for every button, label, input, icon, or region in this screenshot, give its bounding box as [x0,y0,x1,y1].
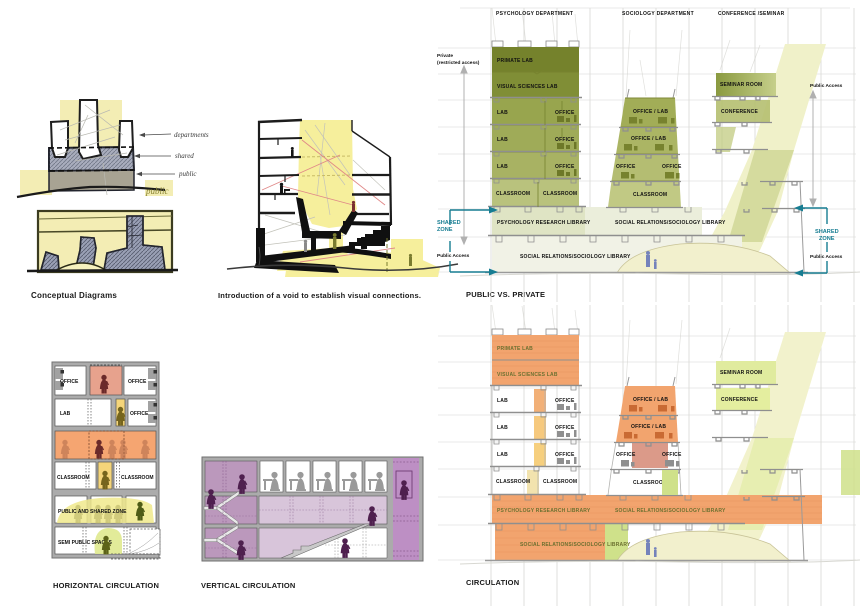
svg-text:LAB: LAB [497,137,508,143]
svg-text:OFFICE: OFFICE [662,164,682,170]
svg-text:SOCIOLOGY DEPARTMENT: SOCIOLOGY DEPARTMENT [622,11,694,17]
svg-text:OFFICE: OFFICE [555,452,575,458]
svg-text:OFFICE / LAB: OFFICE / LAB [631,424,666,430]
svg-text:Private: Private [437,53,453,59]
svg-text:OFFICE / LAB: OFFICE / LAB [633,397,668,403]
svg-text:CONFERENCE: CONFERENCE [721,397,758,403]
svg-text:VISUAL SCIENCES LAB: VISUAL SCIENCES LAB [497,84,558,90]
svg-text:ZONE: ZONE [437,227,453,233]
svg-text:OFFICE: OFFICE [555,398,575,404]
svg-text:LAB: LAB [497,425,508,431]
svg-text:SEMINAR ROOM: SEMINAR ROOM [720,82,762,88]
svg-text:PRIMATE LAB: PRIMATE LAB [497,346,533,352]
svg-text:OFFICE: OFFICE [616,452,636,458]
svg-text:SHARED: SHARED [437,220,461,226]
svg-text:PSYCHOLOGY RESEARCH LIBRARY: PSYCHOLOGY RESEARCH LIBRARY [497,508,591,514]
svg-text:PSYCHOLOGY DEPARTMENT: PSYCHOLOGY DEPARTMENT [496,11,573,17]
svg-text:SOCIAL RELATIONS/SOCIOLOGY LIB: SOCIAL RELATIONS/SOCIOLOGY LIBRARY [520,542,631,548]
svg-text:CLASSROOM: CLASSROOM [496,191,530,197]
svg-text:CLASSROOM: CLASSROOM [633,192,667,198]
svg-text:OFFICE: OFFICE [662,452,682,458]
svg-text:(restricted access): (restricted access) [437,60,480,66]
svg-text:LAB: LAB [497,110,508,116]
svg-text:PSYCHOLOGY RESEARCH LIBRARY: PSYCHOLOGY RESEARCH LIBRARY [497,220,591,226]
svg-text:CONFERENCE /SEMINAR: CONFERENCE /SEMINAR [718,11,785,17]
svg-text:CLASSROOM: CLASSROOM [57,475,90,481]
svg-text:OFFICE: OFFICE [555,137,575,143]
svg-text:public: public [178,170,197,178]
svg-text:OFFICE: OFFICE [555,425,575,431]
svg-text:SEMI PUBLIC SPACES: SEMI PUBLIC SPACES [58,540,112,546]
svg-text:OFFICE: OFFICE [128,379,147,385]
svg-text:CLASSROOM: CLASSROOM [633,480,667,486]
svg-text:OFFICE: OFFICE [130,411,149,417]
svg-text:LAB: LAB [497,452,508,458]
svg-text:OFFICE: OFFICE [616,164,636,170]
svg-text:OFFICE: OFFICE [555,164,575,170]
svg-text:PRIMATE LAB: PRIMATE LAB [497,58,533,64]
svg-text:LAB: LAB [60,411,71,417]
svg-text:LAB: LAB [497,164,508,170]
svg-text:SHARED: SHARED [815,229,839,235]
svg-text:Public Access: Public Access [437,253,470,259]
svg-text:CLASSROOM: CLASSROOM [121,475,154,481]
svg-text:SOCIAL RELATIONS/SOCIOLOGY LIB: SOCIAL RELATIONS/SOCIOLOGY LIBRARY [520,254,631,260]
svg-text:public: public [145,186,169,196]
svg-text:LAB: LAB [497,398,508,404]
svg-text:OFFICE / LAB: OFFICE / LAB [633,109,668,115]
svg-text:SEMINAR ROOM: SEMINAR ROOM [720,370,762,376]
svg-text:CONFERENCE: CONFERENCE [721,109,758,115]
svg-text:OFFICE / LAB: OFFICE / LAB [631,136,666,142]
svg-text:OFFICE: OFFICE [60,379,79,385]
svg-text:Public Access: Public Access [810,83,843,89]
svg-text:VISUAL SCIENCES LAB: VISUAL SCIENCES LAB [497,372,558,378]
svg-text:Public Access: Public Access [810,254,843,260]
svg-text:CLASSROOM: CLASSROOM [543,479,577,485]
svg-text:shared: shared [175,152,194,160]
svg-text:CLASSROOM: CLASSROOM [543,191,577,197]
svg-text:OFFICE: OFFICE [555,110,575,116]
svg-text:SOCIAL RELATIONS/SOCIOLOGY LIB: SOCIAL RELATIONS/SOCIOLOGY LIBRARY [615,508,726,514]
svg-text:ZONE: ZONE [819,236,835,242]
svg-text:departments: departments [174,131,209,139]
svg-text:PUBLIC AND SHARED ZONE: PUBLIC AND SHARED ZONE [58,509,127,515]
svg-text:SOCIAL RELATIONS/SOCIOLOGY LIB: SOCIAL RELATIONS/SOCIOLOGY LIBRARY [615,220,726,226]
svg-text:CLASSROOM: CLASSROOM [496,479,530,485]
